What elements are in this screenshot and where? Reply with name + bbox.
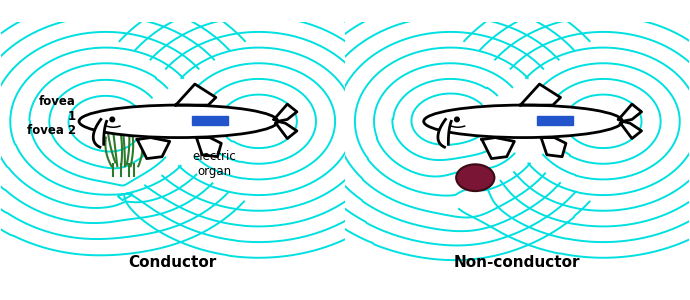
Polygon shape <box>438 119 451 147</box>
Polygon shape <box>276 121 297 139</box>
FancyBboxPatch shape <box>193 116 228 125</box>
Polygon shape <box>520 84 560 105</box>
Polygon shape <box>274 104 297 121</box>
Polygon shape <box>619 104 642 121</box>
Polygon shape <box>93 119 106 147</box>
Polygon shape <box>137 138 170 159</box>
Text: Non-conductor: Non-conductor <box>454 255 580 270</box>
Ellipse shape <box>456 164 495 191</box>
Circle shape <box>455 117 460 122</box>
Polygon shape <box>176 84 216 105</box>
Polygon shape <box>620 121 642 139</box>
FancyBboxPatch shape <box>537 116 573 125</box>
Text: fovea
1: fovea 1 <box>39 95 76 123</box>
Polygon shape <box>197 138 221 157</box>
Text: fovea 2: fovea 2 <box>27 124 76 137</box>
Ellipse shape <box>79 105 278 138</box>
Polygon shape <box>482 138 514 159</box>
Text: electric
organ: electric organ <box>192 150 236 178</box>
Ellipse shape <box>424 105 622 138</box>
Text: Conductor: Conductor <box>128 255 217 270</box>
Circle shape <box>110 117 115 122</box>
Polygon shape <box>541 138 566 157</box>
